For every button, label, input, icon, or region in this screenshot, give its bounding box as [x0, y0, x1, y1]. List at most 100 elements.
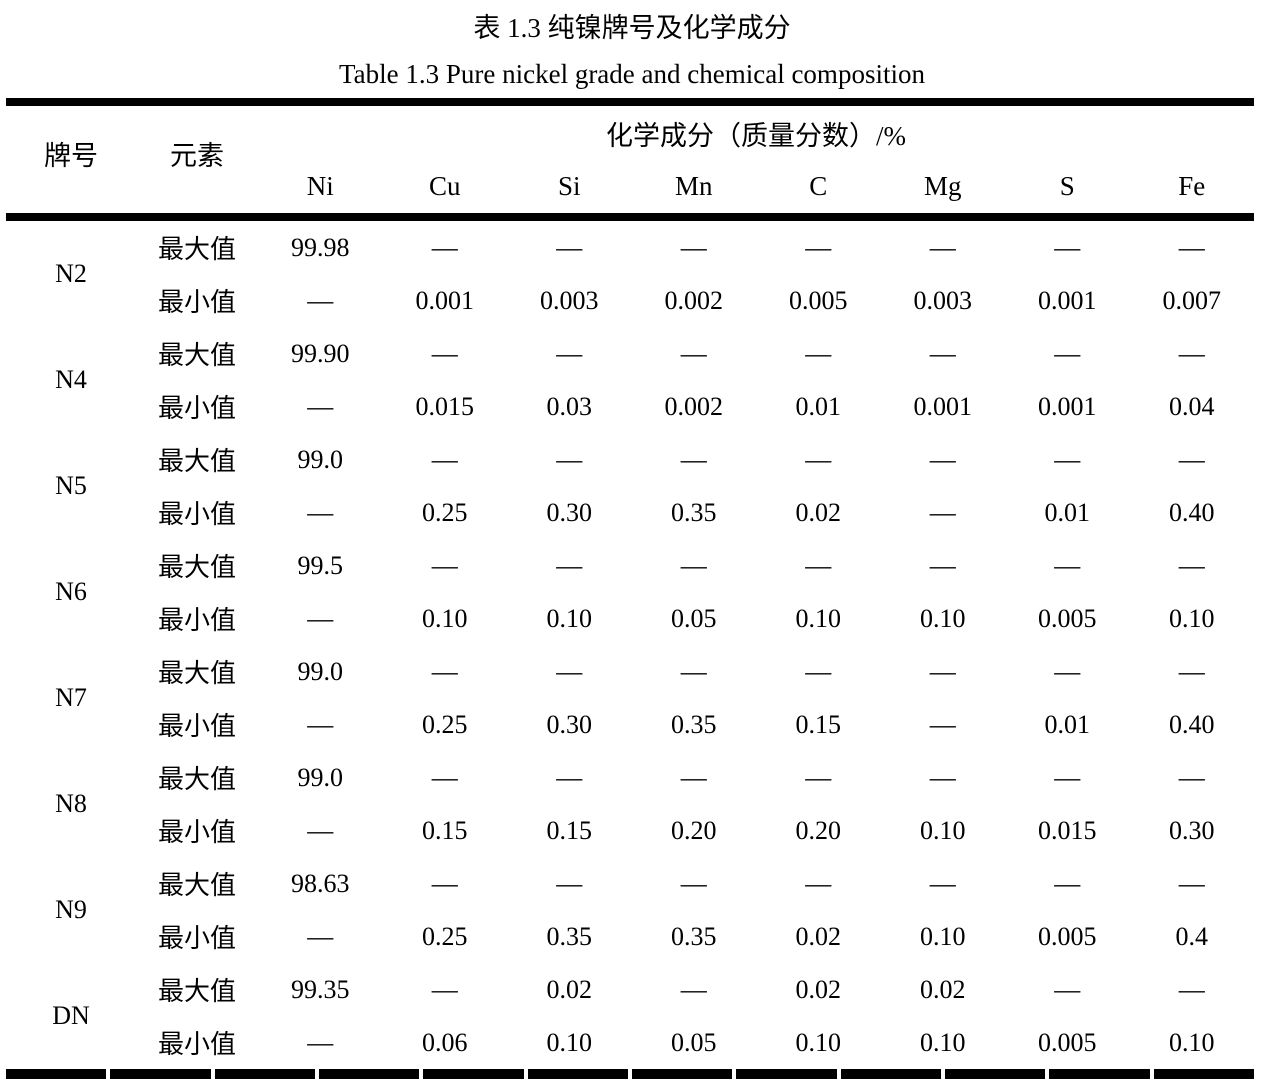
row-type-cell-min: 最小值	[157, 1030, 236, 1059]
value-cell-N7-max-cu: —	[431, 656, 458, 686]
value-cell-N5-max-si: —	[556, 444, 583, 474]
value-cell-N9-max-mg: —	[929, 868, 956, 898]
value-cell-N6-max-fe: —	[1178, 550, 1205, 580]
value-cell-N5-min-cu: 0.25	[422, 497, 468, 527]
value-cell-N5-max-c: —	[805, 444, 832, 474]
row-type-cell-max: 最大值	[157, 765, 236, 794]
value-cell-N6-min-mg: 0.10	[920, 603, 966, 633]
value-cell-DN-min-si: 0.10	[546, 1027, 593, 1057]
value-cell-N7-min-s: 0.01	[1044, 709, 1091, 739]
value-cell-N2-max-fe: —	[1178, 232, 1205, 262]
value-cell-N8-max-c: —	[805, 762, 832, 792]
table-row-DN-max: DN 最大值 99.35 — 0.02 — 0.02 0.02 — —	[6, 963, 1254, 1031]
value-cell-N8-max-ni: 99.0	[297, 762, 344, 792]
column-group-header: 化学成分（质量分数）/%	[606, 120, 906, 151]
grade-cell-N2: N2	[55, 259, 87, 288]
value-cell-N6-min-fe: 0.10	[1169, 603, 1215, 633]
header-row-group: 牌号 元素 化学成分（质量分数）/%	[6, 102, 1254, 221]
grade-cell-N7: N7	[55, 683, 87, 712]
value-cell-N9-min-ni: —	[307, 921, 334, 951]
value-cell-N5-min-mg: —	[929, 497, 956, 527]
table-row-N7-max: N7 最大值 99.0 — — — — — — —	[6, 645, 1254, 713]
value-cell-N7-max-si: —	[556, 656, 583, 686]
value-cell-N2-min-c: 0.005	[789, 285, 848, 315]
bottom-rule-segment	[318, 1069, 420, 1079]
value-cell-N4-min-ni: —	[307, 391, 334, 421]
column-header-c: C	[756, 160, 881, 221]
column-header-si: Si	[507, 160, 632, 221]
value-cell-N6-min-ni: —	[307, 603, 334, 633]
table-row-N2-min: 最小值 — 0.001 0.003 0.002 0.005 0.003 0.001 0.007	[6, 274, 1254, 327]
value-cell-N4-min-mg: 0.001	[913, 391, 973, 421]
bottom-rule-segment	[527, 1069, 628, 1079]
bottom-rule-segment	[1153, 1069, 1254, 1079]
grade-cell-N8: N8	[55, 789, 87, 818]
bottom-rule-segment	[6, 1069, 107, 1079]
row-type-cell-min: 最小值	[157, 606, 236, 635]
value-cell-N6-max-si: —	[556, 550, 583, 580]
bottom-rule-segment	[423, 1069, 524, 1079]
value-cell-DN-min-fe: 0.10	[1169, 1027, 1215, 1057]
value-cell-N9-min-si: 0.35	[546, 921, 593, 951]
row-type-cell-max: 最大值	[157, 659, 236, 688]
value-cell-N8-min-ni: —	[307, 815, 334, 845]
value-cell-N9-min-mg: 0.10	[920, 921, 966, 951]
table-row-N5-min: 最小值 — 0.25 0.30 0.35 0.02 — 0.01 0.40	[6, 486, 1254, 539]
value-cell-DN-max-cu: —	[431, 974, 458, 1004]
value-cell-N5-min-fe: 0.40	[1169, 497, 1215, 527]
value-cell-N2-min-s: 0.001	[1038, 285, 1097, 315]
table-row-N2-max: N2 最大值 99.98 — — — — — — —	[6, 217, 1254, 289]
value-cell-N2-min-mg: 0.003	[913, 285, 973, 315]
value-cell-N9-max-c: —	[805, 868, 832, 898]
value-cell-N7-max-s: —	[1054, 656, 1081, 686]
value-cell-N6-max-mn: —	[680, 550, 707, 580]
value-cell-N6-min-mn: 0.05	[671, 603, 717, 633]
value-cell-N8-min-fe: 0.30	[1169, 815, 1215, 845]
value-cell-N2-min-si: 0.003	[540, 285, 599, 315]
table-row-N9-min: 最小值 — 0.25 0.35 0.35 0.02 0.10 0.005 0.4	[6, 910, 1254, 963]
value-cell-N5-max-ni: 99.0	[297, 444, 344, 474]
value-cell-N4-max-mn: —	[680, 338, 707, 368]
table-row-N4-min: 最小值 — 0.015 0.03 0.002 0.01 0.001 0.001 0.04	[6, 380, 1254, 433]
grade-cell-N6: N6	[55, 577, 87, 606]
value-cell-N5-min-s: 0.01	[1044, 497, 1091, 527]
value-cell-N8-min-s: 0.015	[1038, 815, 1097, 845]
value-cell-DN-min-s: 0.005	[1038, 1027, 1097, 1057]
value-cell-N6-min-cu: 0.10	[422, 603, 468, 633]
column-header-element: 元素	[136, 102, 258, 221]
value-cell-N8-min-c: 0.20	[795, 815, 842, 845]
row-type-cell-max: 最大值	[157, 977, 236, 1006]
value-cell-N8-min-mn: 0.20	[671, 815, 717, 845]
value-cell-N8-max-mg: —	[929, 762, 956, 792]
value-cell-N5-max-fe: —	[1178, 444, 1205, 474]
bottom-rule-segment	[214, 1069, 315, 1079]
value-cell-N8-max-fe: —	[1178, 762, 1205, 792]
table-row-N4-max: N4 最大值 99.90 — — — — — — —	[6, 327, 1254, 395]
value-cell-N7-min-cu: 0.25	[422, 709, 468, 739]
column-header-grade: 牌号	[6, 102, 136, 221]
table-title-zh: 表 1.3 纯镍牌号及化学成分	[473, 13, 791, 43]
column-header-mg: Mg	[880, 160, 1005, 221]
value-cell-N5-max-mg: —	[929, 444, 956, 474]
value-cell-N2-min-fe: 0.007	[1162, 285, 1222, 315]
value-cell-N7-max-mg: —	[929, 656, 956, 686]
table-row-N8-min: 最小值 — 0.15 0.15 0.20 0.20 0.10 0.015 0.30	[6, 804, 1254, 857]
table-row-N9-max: N9 最大值 98.63 — — — — — — —	[6, 857, 1254, 925]
value-cell-DN-max-mn: —	[680, 974, 707, 1004]
value-cell-DN-min-mg: 0.10	[920, 1027, 966, 1057]
header-row-elements: Ni Cu Si Mn C Mg S Fe	[6, 160, 1254, 221]
value-cell-N7-max-ni: 99.0	[297, 656, 344, 686]
column-header-cu: Cu	[382, 160, 507, 221]
value-cell-N7-max-fe: —	[1178, 656, 1205, 686]
value-cell-N8-min-cu: 0.15	[422, 815, 468, 845]
value-cell-N8-max-s: —	[1054, 762, 1081, 792]
value-cell-N8-max-si: —	[556, 762, 583, 792]
value-cell-N4-min-mn: 0.002	[664, 391, 724, 421]
value-cell-N5-max-mn: —	[680, 444, 707, 474]
value-cell-N5-max-s: —	[1054, 444, 1081, 474]
value-cell-N7-max-c: —	[805, 656, 832, 686]
value-cell-N4-max-ni: 99.90	[291, 338, 350, 368]
value-cell-N9-max-s: —	[1054, 868, 1081, 898]
value-cell-N4-max-c: —	[805, 338, 832, 368]
